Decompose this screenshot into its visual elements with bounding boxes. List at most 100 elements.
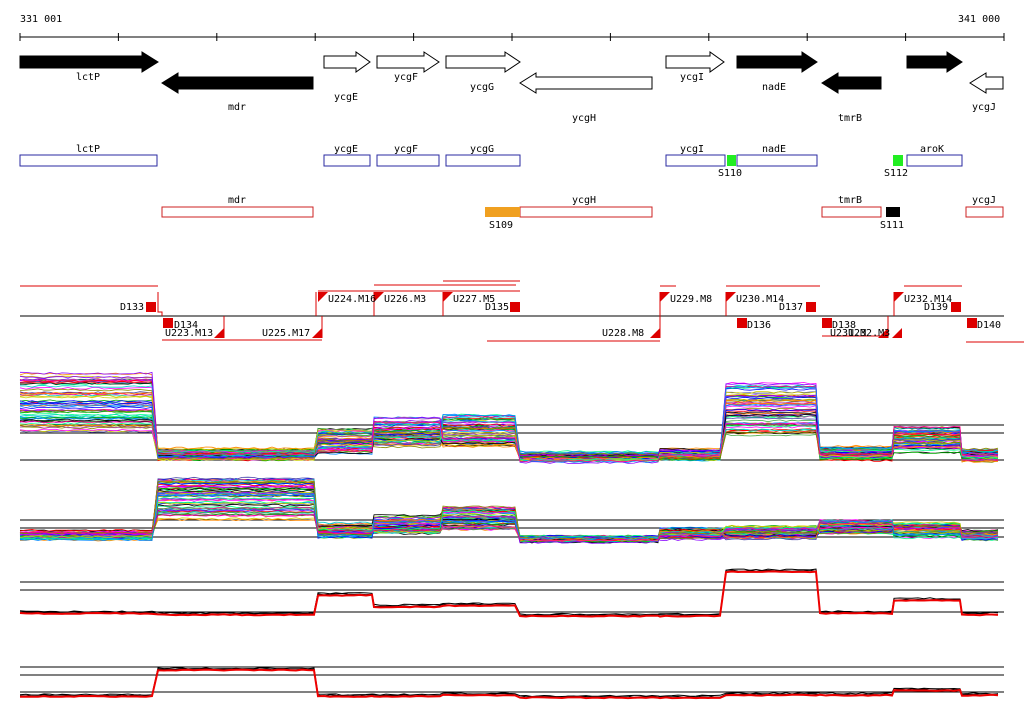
segment-flag-u224[interactable]	[318, 292, 328, 302]
gene-label-ycgj: ycgJ	[972, 102, 996, 113]
segment-marker-d134[interactable]	[163, 318, 173, 328]
seg-label-u232-upper: U232.M14	[904, 294, 952, 305]
fwd-box-label-ycgi: ycgI	[680, 144, 704, 155]
gene-arrow-ycgi[interactable]	[665, 51, 725, 73]
gene-label-ycgf: ycgF	[394, 72, 418, 83]
site-label-s109: S109	[489, 220, 513, 231]
site-markers: S110 S112 S109 S111	[485, 155, 908, 231]
segment-marker-d136[interactable]	[737, 318, 747, 328]
seg-label-d138: D138	[832, 320, 856, 331]
gene-label-ycgg: ycgG	[470, 82, 494, 93]
seg-label-u229: U229.M8	[670, 294, 712, 305]
segment-flag-u232[interactable]	[894, 292, 904, 302]
site-label-s111: S111	[880, 220, 904, 231]
gene-label-arok: aroK	[920, 58, 944, 69]
site-s111[interactable]	[886, 207, 900, 217]
segment-marker-d135[interactable]	[510, 302, 520, 312]
seg-label-u230: U230.M14	[736, 294, 784, 305]
segment-flag-u228[interactable]	[650, 328, 660, 338]
site-label-s110: S110	[718, 168, 742, 179]
gene-arrow-lctp[interactable]	[19, 51, 159, 73]
seg-label-u232-lower: U232.M3	[848, 328, 890, 339]
fwd-box-label-nade: nadE	[762, 144, 786, 155]
gene-arrow-ycgf[interactable]	[376, 51, 440, 73]
rev-box-ycgh[interactable]	[519, 206, 653, 218]
rev-box-label-ycgh: ycgH	[572, 195, 596, 206]
seg-label-u223: U223.M13	[165, 328, 213, 339]
rev-box-label-mdr: mdr	[228, 195, 246, 206]
segment-flag-u232b[interactable]	[892, 328, 902, 338]
fwd-box-label-ycge: ycgE	[334, 144, 358, 155]
seg-label-d140: D140	[977, 320, 1001, 331]
gene-label-lctp: lctP	[76, 72, 100, 83]
gene-arrow-track: lctP mdr ycgE ycgF ycgG ycgH ycgI nadE t…	[19, 51, 1004, 124]
fwd-box-ycgf[interactable]	[376, 154, 440, 167]
gene-label-tmrb: tmrB	[838, 113, 862, 124]
gene-arrow-nade[interactable]	[736, 51, 818, 73]
fwd-box-ycgg[interactable]	[445, 154, 521, 167]
gene-label-nade: nadE	[762, 82, 786, 93]
expression-panel-pair-1	[19, 568, 1004, 618]
segment-flag-u230[interactable]	[726, 292, 736, 302]
gene-label-mdr: mdr	[228, 102, 246, 113]
fwd-box-lctp[interactable]	[19, 154, 158, 167]
segment-flag-u226[interactable]	[374, 292, 384, 302]
rev-box-label-ycgj: ycgJ	[972, 195, 996, 206]
fwd-box-label-ycgf: ycgF	[394, 144, 418, 155]
segment-flag-u231[interactable]	[878, 328, 888, 338]
seg-label-d139: D139	[924, 302, 948, 313]
segment-marker-d137[interactable]	[806, 302, 816, 312]
ruler-start-label: 331 001	[20, 14, 62, 25]
segment-marker-d139[interactable]	[951, 302, 961, 312]
gene-label-ycge: ycgE	[334, 92, 358, 103]
gene-arrow-ycge[interactable]	[323, 51, 371, 73]
fwd-box-label-arok: aroK	[920, 144, 944, 155]
gene-arrow-tmrb[interactable]	[821, 72, 882, 94]
segment-marker-d138[interactable]	[822, 318, 832, 328]
segment-flag-u223[interactable]	[214, 328, 224, 338]
seg-label-u225: U225.M17	[262, 328, 310, 339]
fwd-box-nade[interactable]	[736, 154, 818, 167]
gene-arrow-ycgj[interactable]	[969, 72, 1004, 94]
gene-arrow-ycgh[interactable]	[519, 72, 653, 94]
reverse-gene-box-track: mdr ycgH tmrB ycgJ	[161, 195, 1004, 218]
seg-label-u227: U227.M5	[453, 294, 495, 305]
segment-flag-u229[interactable]	[660, 292, 670, 302]
seg-label-u226: U226.M3	[384, 294, 426, 305]
gene-label-ycgi: ycgI	[680, 72, 704, 83]
seg-label-d133: D133	[120, 302, 144, 313]
seg-label-d136: D136	[747, 320, 771, 331]
gene-arrow-ycgg[interactable]	[445, 51, 521, 73]
segment-flag-u227[interactable]	[443, 292, 453, 302]
fwd-box-arok[interactable]	[906, 154, 963, 167]
rev-box-label-tmrb: tmrB	[838, 195, 862, 206]
site-label-s112: S112	[884, 168, 908, 179]
rev-box-tmrb[interactable]	[821, 206, 882, 218]
forward-gene-box-track: lctP ycgE ycgF ycgG ycgI nadE aroK	[19, 144, 963, 167]
site-s110[interactable]	[727, 155, 736, 166]
segment-flag-u225[interactable]	[312, 328, 322, 338]
seg-label-u228: U228.M8	[602, 328, 644, 339]
rev-box-mdr[interactable]	[161, 206, 314, 218]
seg-label-d134: D134	[174, 320, 198, 331]
fwd-box-ycgi[interactable]	[665, 154, 726, 167]
coordinate-ruler: 331 001 341 000	[19, 14, 1005, 41]
segment-marker-d133[interactable]	[146, 302, 156, 312]
expression-panel-multi-1	[19, 371, 1004, 464]
segmentation-track: D133 U224.M16 U226.M3 U227.M5 D135 U229.…	[20, 280, 1024, 343]
seg-label-d137: D137	[779, 302, 803, 313]
site-s112[interactable]	[893, 155, 903, 166]
gene-arrow-arok[interactable]	[906, 51, 963, 73]
fwd-box-ycge[interactable]	[323, 154, 371, 167]
fwd-box-label-ycgg: ycgG	[470, 144, 494, 155]
expression-panel-multi-2	[19, 476, 1004, 544]
gene-label-ycgh: ycgH	[572, 113, 596, 124]
expression-panel-pair-2	[19, 666, 1004, 700]
ruler-end-label: 341 000	[958, 14, 1000, 25]
site-s109[interactable]	[485, 207, 520, 217]
gene-arrow-mdr[interactable]	[161, 72, 314, 94]
rev-box-ycgj[interactable]	[965, 206, 1004, 218]
segment-marker-d140[interactable]	[967, 318, 977, 328]
seg-label-d135: D135	[485, 302, 509, 313]
